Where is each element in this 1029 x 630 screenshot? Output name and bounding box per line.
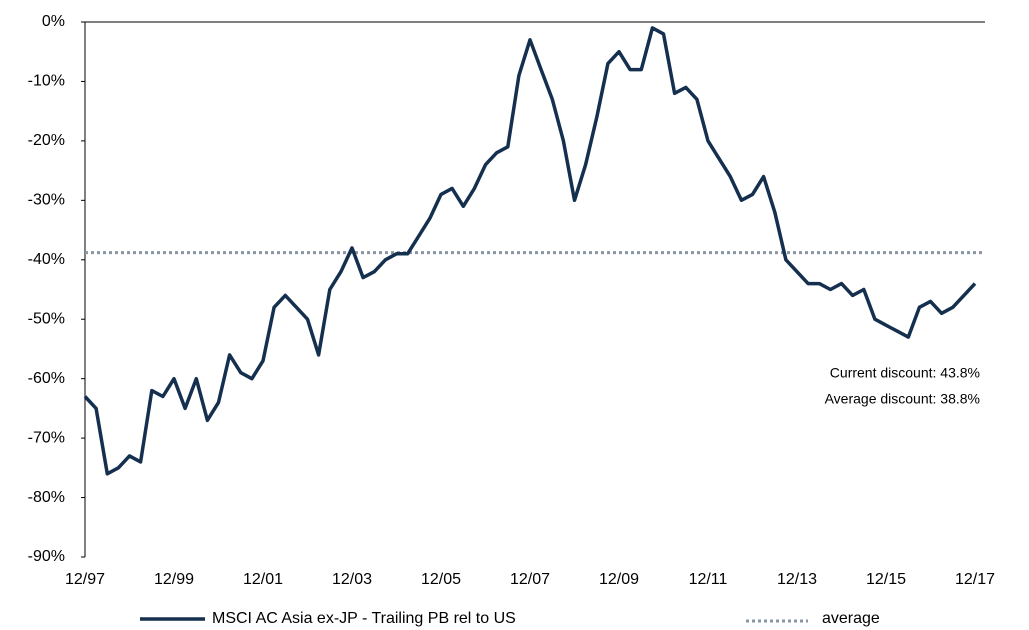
- y-tick-label: -10%: [28, 73, 65, 90]
- x-tick-label: 12/13: [777, 571, 817, 588]
- x-tick-label: 12/03: [332, 571, 372, 588]
- x-tick-label: 12/11: [689, 571, 728, 588]
- x-tick-label: 12/05: [421, 571, 461, 588]
- y-tick-label: 0%: [42, 13, 65, 30]
- data-line: [83, 26, 977, 476]
- y-tick-label: -50%: [28, 310, 65, 327]
- x-tick-label: 12/17: [955, 571, 995, 588]
- x-tick-label: 12/01: [243, 571, 283, 588]
- legend-label: average: [822, 610, 880, 627]
- x-tick-label: 12/07: [510, 571, 550, 588]
- x-tick-label: 12/97: [65, 571, 105, 588]
- y-tick-label: -40%: [28, 251, 65, 268]
- y-tick-label: -60%: [28, 370, 65, 387]
- x-tick-label: 12/15: [866, 571, 906, 588]
- y-tick-label: -80%: [28, 489, 65, 506]
- annotation: Current discount: 43.8%: [830, 365, 980, 381]
- y-tick-label: -90%: [28, 548, 65, 565]
- x-tick-label: 12/99: [154, 571, 194, 588]
- y-tick-label: -30%: [28, 192, 65, 209]
- annotation: Average discount: 38.8%: [825, 391, 980, 407]
- x-tick-label: 12/09: [599, 571, 639, 588]
- legend-label: MSCI AC Asia ex-JP - Trailing PB rel to …: [212, 610, 516, 627]
- y-tick-label: -70%: [28, 429, 65, 446]
- y-tick-label: -20%: [28, 132, 65, 149]
